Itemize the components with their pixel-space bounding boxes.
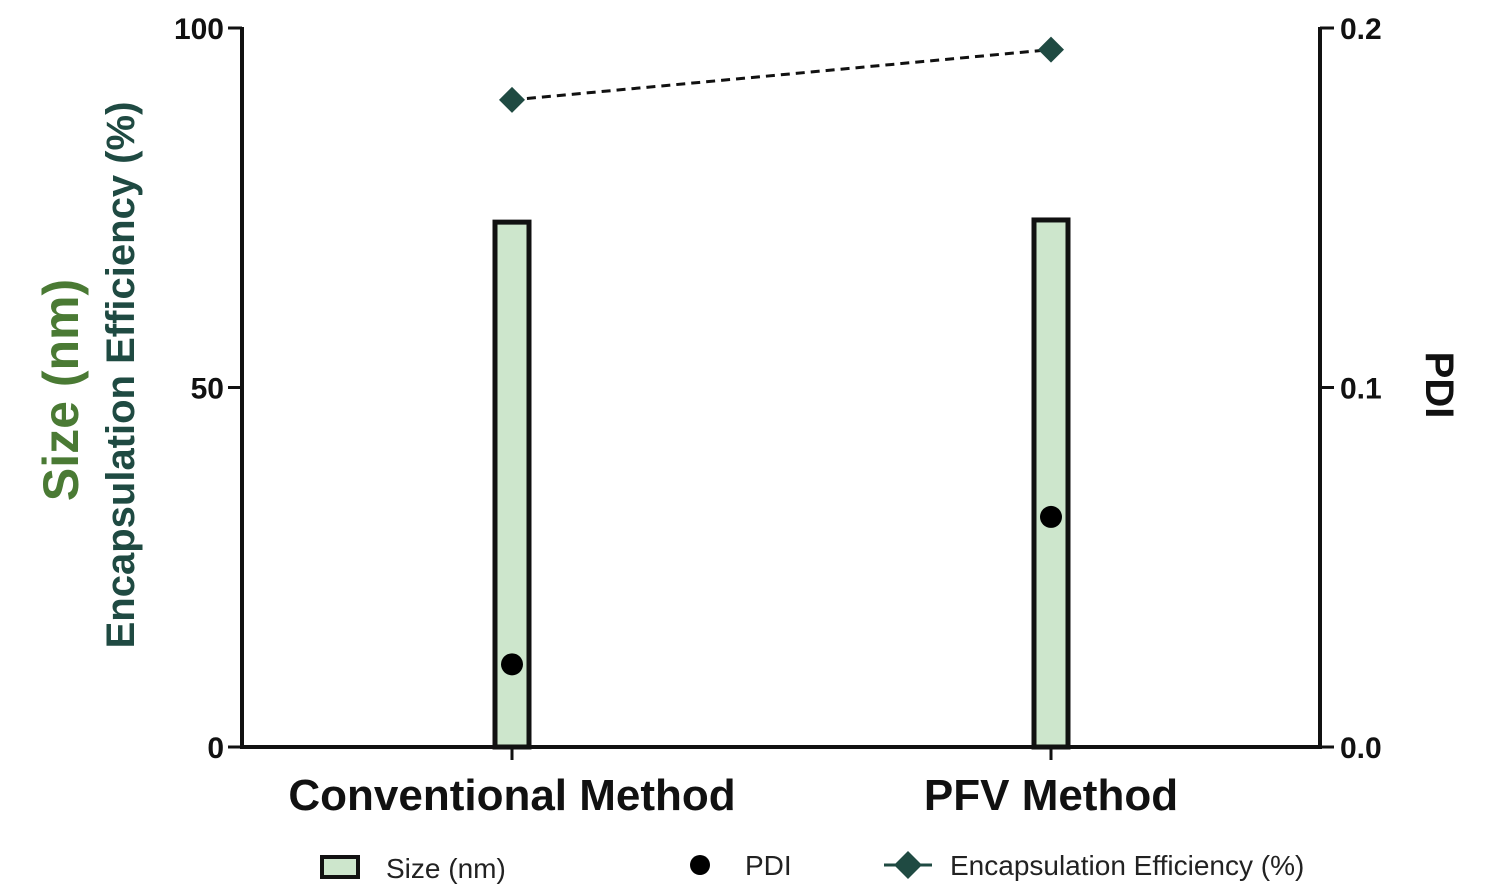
size-bar-1 [1031,217,1071,750]
y-axis-label-encapsulation: Encapsulation Efficiency (%) [99,102,143,649]
legend-size-label: Size (nm) [386,853,506,884]
right-tick-label-1: 0.1 [1340,373,1382,406]
y-axis-label-pdi: PDI [1417,352,1461,419]
ee-line [511,48,1052,102]
x-label-conventional: Conventional Method [288,771,735,820]
legend-ee-marker [894,851,922,879]
right-tick-label-2: 0.2 [1340,13,1382,46]
legend-pdi-label: PDI [745,850,792,881]
ee-point-0 [499,86,525,113]
ee-point-1 [1038,36,1064,63]
legend-ee-label: Encapsulation Efficiency (%) [950,850,1304,881]
pdi-point-0 [501,653,523,676]
legend-size-swatch [320,855,360,879]
left-tick-label-1: 50 [191,373,224,406]
left-tick-label-0: 0 [207,732,224,765]
legend-pdi-marker [690,855,710,875]
x-label-pfv: PFV Method [924,771,1178,820]
y-axis-label-size: Size (nm) [33,279,89,501]
left-tick-label-2: 100 [174,13,224,46]
pdi-point-1 [1040,505,1062,528]
legend: Size (nm) PDI Encapsulation Efficiency (… [320,850,1304,884]
right-tick-label-0: 0.0 [1340,732,1382,765]
